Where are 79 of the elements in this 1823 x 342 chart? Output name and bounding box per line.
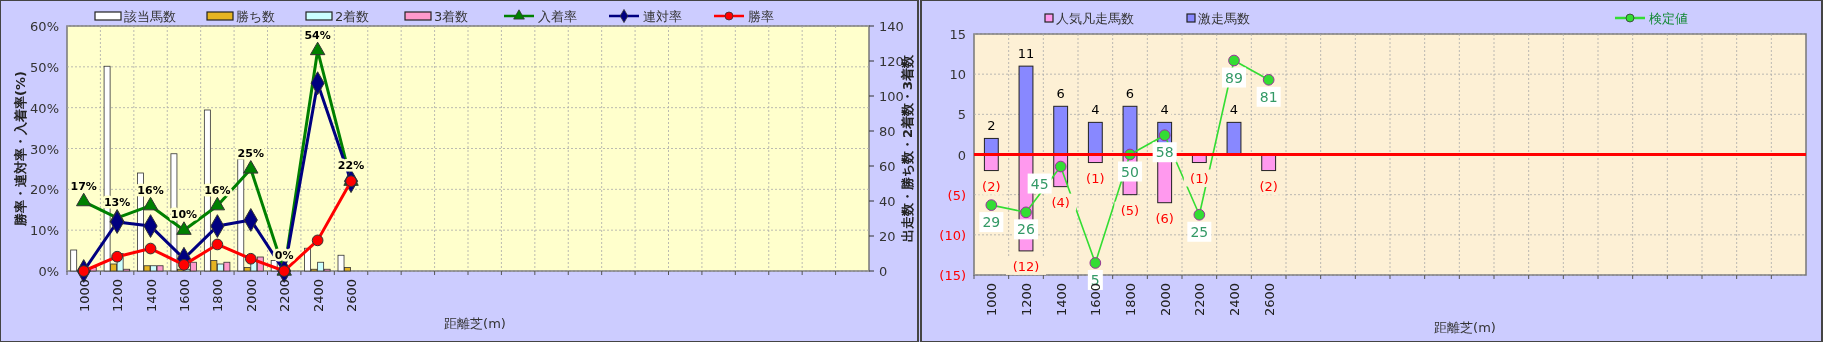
x-axis-title: 距離芝(m) <box>444 316 506 331</box>
y2-tick-label: 0 <box>879 264 888 279</box>
data-label: 4 <box>1229 102 1239 118</box>
x-tick-label: 1600 <box>1088 283 1104 317</box>
x-tick-label: 2600 <box>344 279 360 313</box>
data-label: 4 <box>1160 102 1169 118</box>
y-tick-label: 10% <box>30 223 59 239</box>
y-tick-label: 20% <box>30 182 59 198</box>
x-tick-label: 2200 <box>1192 283 1208 317</box>
x-tick-label: 1000 <box>984 283 1000 317</box>
x-tick-label: 2000 <box>243 279 259 313</box>
legend-label: 連対率 <box>643 9 682 24</box>
legend-label: 激走馬数 <box>1198 11 1250 26</box>
y-tick-label: 0 <box>957 147 966 163</box>
data-label: (5) <box>1120 202 1140 218</box>
legend-label: 勝率 <box>748 9 774 24</box>
data-label: 26 <box>1017 221 1035 238</box>
data-label: 6 <box>1056 86 1065 102</box>
y-tick-label: 30% <box>30 141 59 157</box>
x-tick-label: 1400 <box>1053 283 1069 317</box>
x-tick-label: 2000 <box>1157 283 1173 317</box>
data-label: 13% <box>103 195 131 209</box>
data-label: 29 <box>982 214 1001 231</box>
y-tick-label: 50% <box>30 59 59 75</box>
legend-label: 入着率 <box>538 9 577 24</box>
x-tick-label: 2400 <box>310 279 326 313</box>
y-axis-title: 勝率・連対率・入着率(%) <box>13 71 28 227</box>
data-label: 10% <box>170 208 198 222</box>
legend-label: 検定値 <box>1649 11 1688 26</box>
y2-tick-label: 40 <box>879 194 896 209</box>
data-label: 25% <box>237 146 264 160</box>
legend-label: 2着数 <box>335 9 370 24</box>
data-label: (6) <box>1155 210 1174 226</box>
data-label: 81 <box>1259 88 1278 105</box>
data-label: 11 <box>1017 46 1035 62</box>
y-tick-label: 15 <box>949 27 966 42</box>
data-label: (4) <box>1051 194 1070 210</box>
y-tick-label: (5) <box>947 187 966 203</box>
data-label: 6 <box>1125 86 1135 102</box>
data-label: 89 <box>1225 69 1243 86</box>
x-tick-label: 2600 <box>1261 283 1277 317</box>
data-label: (2) <box>1259 178 1278 194</box>
x-tick-label: 1200 <box>1019 283 1034 317</box>
data-label: (1) <box>1190 170 1209 186</box>
y2-tick-label: 80 <box>879 124 896 139</box>
y-tick-label: 0% <box>38 264 59 279</box>
y-tick-label: 40% <box>30 100 59 116</box>
x-tick-label: 1000 <box>76 279 92 313</box>
legend-label: 該当馬数 <box>124 9 176 24</box>
data-label: 4 <box>1091 102 1100 118</box>
x-axis-title: 距離芝(m) <box>1434 320 1496 335</box>
x-tick-label: 1800 <box>1123 283 1138 317</box>
data-label: 17% <box>70 179 97 193</box>
y-tick-label: 5 <box>957 107 966 123</box>
data-label: 50 <box>1121 163 1139 180</box>
data-label: (1) <box>1086 170 1105 186</box>
data-label: 25 <box>1190 223 1209 240</box>
legend-label: 人気凡走馬数 <box>1056 11 1134 26</box>
y-tick-label: (10) <box>939 227 966 243</box>
y-tick-label: 10 <box>949 67 966 83</box>
data-label: 45 <box>1030 175 1049 192</box>
data-label: 58 <box>1155 144 1174 161</box>
data-label: (12) <box>1012 258 1040 274</box>
y2-tick-label: 140 <box>879 19 904 34</box>
data-label: (2) <box>982 178 1001 194</box>
legend-label: 勝ち数 <box>236 9 275 24</box>
y-tick-label: 60% <box>30 19 59 34</box>
data-label: 54% <box>304 28 331 42</box>
y2-tick-label: 60 <box>879 159 896 174</box>
x-tick-label: 1800 <box>210 279 226 313</box>
x-tick-label: 2400 <box>1227 283 1242 317</box>
data-label: 2 <box>987 118 996 134</box>
x-tick-label: 1600 <box>176 279 192 313</box>
x-tick-label: 1400 <box>143 279 159 313</box>
x-tick-label: 2200 <box>277 279 293 313</box>
x-tick-label: 1200 <box>110 279 126 313</box>
y2-tick-label: 20 <box>879 229 896 244</box>
legend-label: 3着数 <box>434 9 469 24</box>
y-tick-label: (15) <box>939 268 966 283</box>
